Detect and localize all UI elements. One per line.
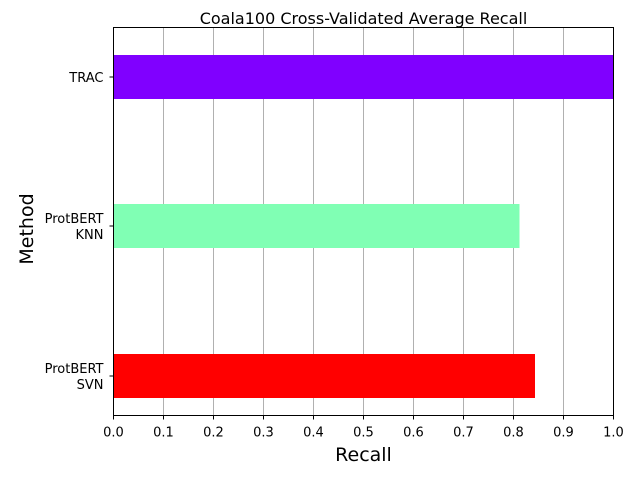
x-tick-label: 0.0 bbox=[103, 426, 124, 441]
y-axis-label: Method bbox=[16, 193, 38, 264]
bar bbox=[113, 354, 535, 398]
x-tick-label: 0.4 bbox=[303, 426, 324, 441]
x-tick-label: 0.2 bbox=[203, 426, 224, 441]
x-tick-label: 0.5 bbox=[353, 426, 374, 441]
x-tick-label: 1.0 bbox=[603, 426, 624, 441]
y-tick-label: TRAC bbox=[68, 71, 103, 86]
x-tick-label: 0.9 bbox=[553, 426, 574, 441]
x-tick-label: 0.6 bbox=[403, 426, 424, 441]
chart-title: Coala100 Cross-Validated Average Recall bbox=[200, 9, 528, 28]
bar-layer bbox=[113, 55, 614, 398]
x-tick-label: 0.7 bbox=[453, 426, 474, 441]
x-tick-label: 0.3 bbox=[253, 426, 274, 441]
y-tick-label: SVN bbox=[77, 378, 104, 393]
x-tick-label: 0.1 bbox=[153, 426, 174, 441]
y-tick-label: ProtBERT bbox=[45, 212, 104, 227]
bar bbox=[113, 55, 614, 99]
y-tick-label: ProtBERT bbox=[45, 362, 104, 377]
x-tick-label: 0.8 bbox=[503, 426, 524, 441]
x-axis-label: Recall bbox=[335, 444, 392, 466]
bar bbox=[113, 204, 520, 248]
x-tick-layer: 0.0 0.1 0.2 0.3 0.4 0.5 0.6 0.7 0.8 0.9 1.0 bbox=[103, 415, 624, 441]
y-tick-label: KNN bbox=[76, 228, 104, 243]
